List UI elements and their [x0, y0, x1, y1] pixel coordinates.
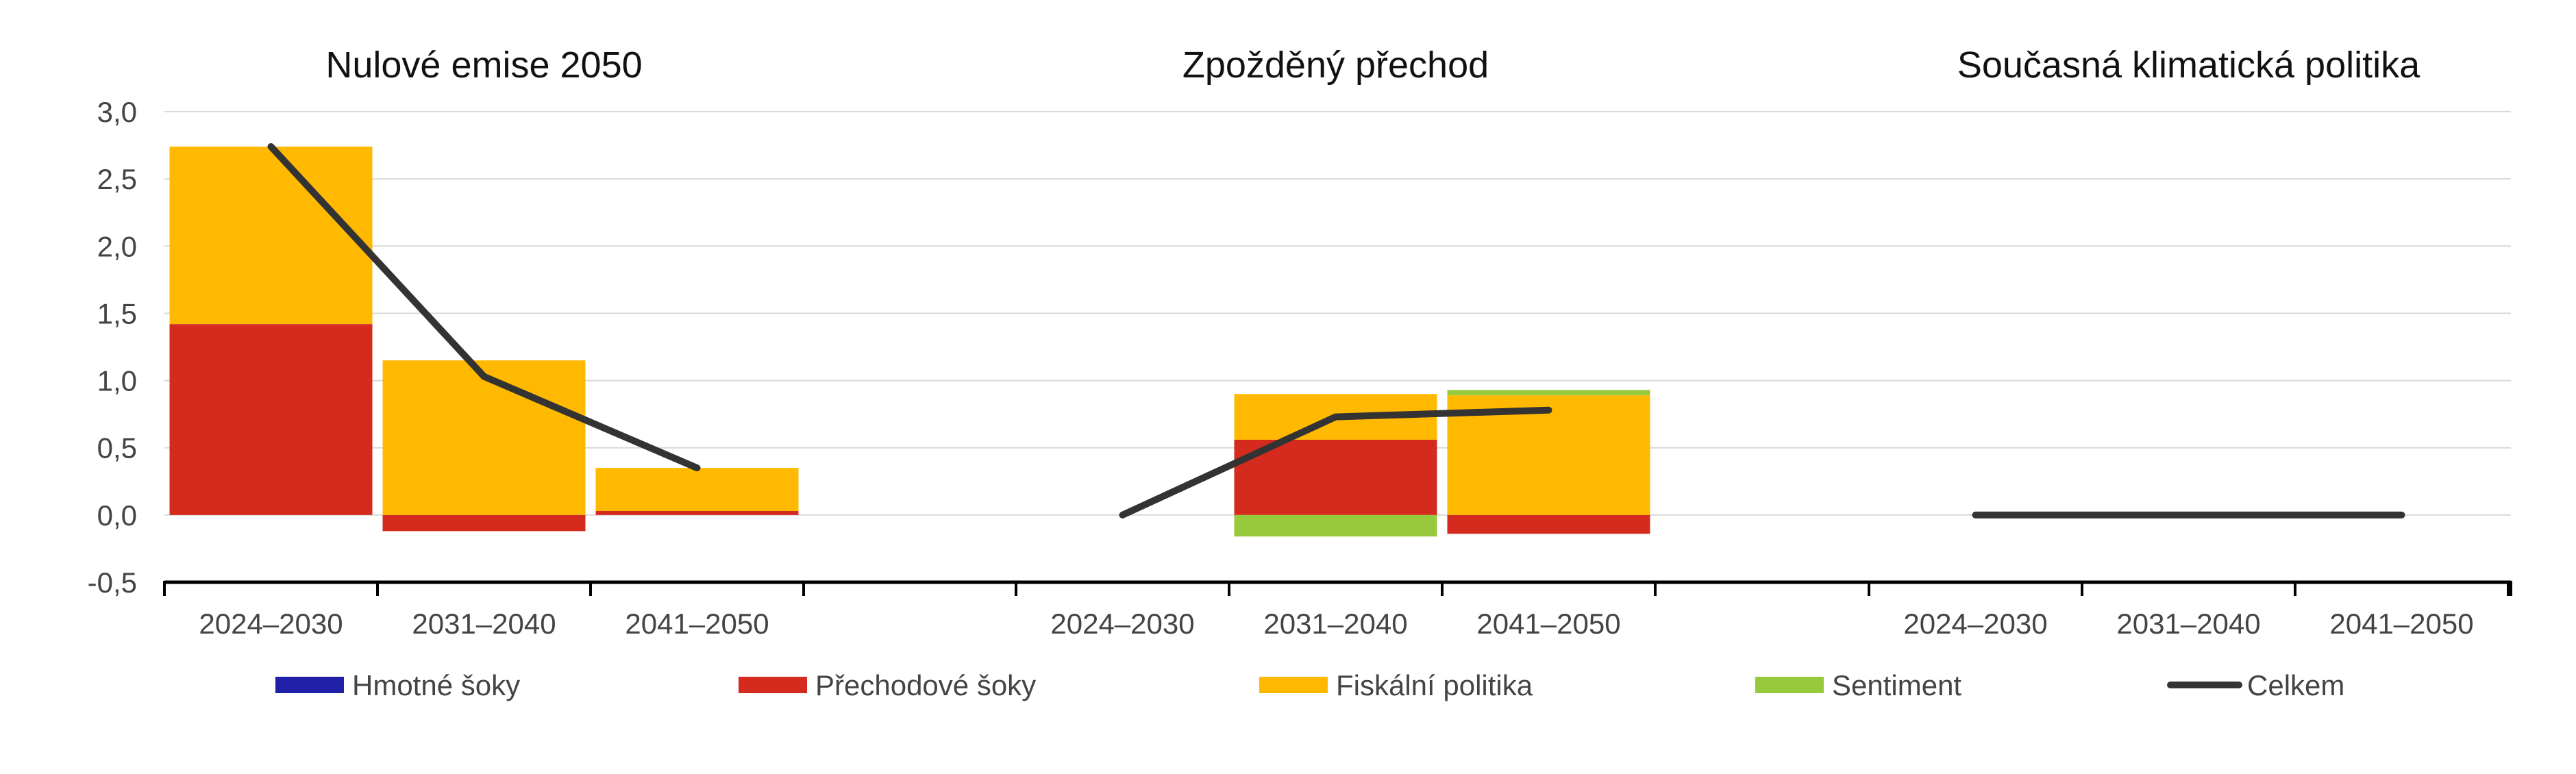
legend-swatch-sentiment	[1755, 677, 1824, 693]
text-layer: 3,0 2,5 2,0 1,5 1,0 0,5 0,0 -0,5 Nulové emise 20…	[88, 45, 2474, 640]
legend-swatch-prechodove	[739, 677, 807, 693]
x-category-label: 2024–2030	[199, 608, 343, 640]
y-tick-label: 3,0	[97, 96, 137, 128]
panel-title: Současná klimatická politika	[1957, 45, 2420, 86]
bar-fiskalni	[169, 147, 373, 325]
legend-label: Celkem	[2247, 669, 2344, 701]
x-category-label: 2031–2040	[412, 608, 556, 640]
legend-label: Hmotné šoky	[352, 669, 520, 701]
total-line	[267, 143, 701, 472]
x-category-label: 2024–2030	[1050, 608, 1194, 640]
legend-swatch-hmotne	[275, 677, 344, 693]
legend-label: Sentiment	[1832, 669, 1961, 701]
y-tick-label: 0,0	[97, 499, 137, 532]
bar-sentiment	[1234, 514, 1437, 537]
bar-layer	[169, 147, 1650, 537]
bar-prechodove	[382, 514, 586, 532]
bar-sentiment	[1447, 390, 1650, 396]
bar-prechodove	[1234, 439, 1437, 515]
x-category-label: 2031–2040	[1263, 608, 1407, 640]
bar-prechodove	[1447, 514, 1650, 534]
x-category-label: 2041–2050	[625, 608, 769, 640]
legend-label: Přechodové šoky	[815, 669, 1036, 701]
bar-fiskalni	[595, 468, 799, 511]
y-tick-label: 1,5	[97, 297, 137, 329]
total-line	[1119, 406, 1552, 519]
legend-swatch-fiskalni	[1259, 677, 1328, 693]
x-category-label: 2041–2050	[1476, 608, 1620, 640]
y-tick-label: 0,5	[97, 432, 137, 464]
x-category-label: 2024–2030	[1903, 608, 2047, 640]
legend-label: Fiskální politika	[1336, 669, 1533, 701]
panel-title: Zpožděný přechod	[1182, 45, 1489, 86]
panel-title: Nulové emise 2050	[325, 45, 642, 86]
y-tick-label: 1,0	[97, 365, 137, 397]
line-layer	[267, 143, 2405, 519]
y-tick-label: 2,5	[97, 163, 137, 195]
axis-layer	[163, 580, 2512, 596]
bar-prechodove	[595, 510, 799, 515]
x-category-label: 2031–2040	[2116, 608, 2260, 640]
y-tick-label: 2,0	[97, 230, 137, 262]
y-tick-label: -0,5	[88, 566, 137, 599]
bar-fiskalni	[382, 360, 586, 515]
x-category-label: 2041–2050	[2329, 608, 2473, 640]
legend-layer: Hmotné šoky Přechodové šoky Fiskální polit…	[275, 669, 2344, 701]
bar-prechodove	[169, 324, 373, 515]
